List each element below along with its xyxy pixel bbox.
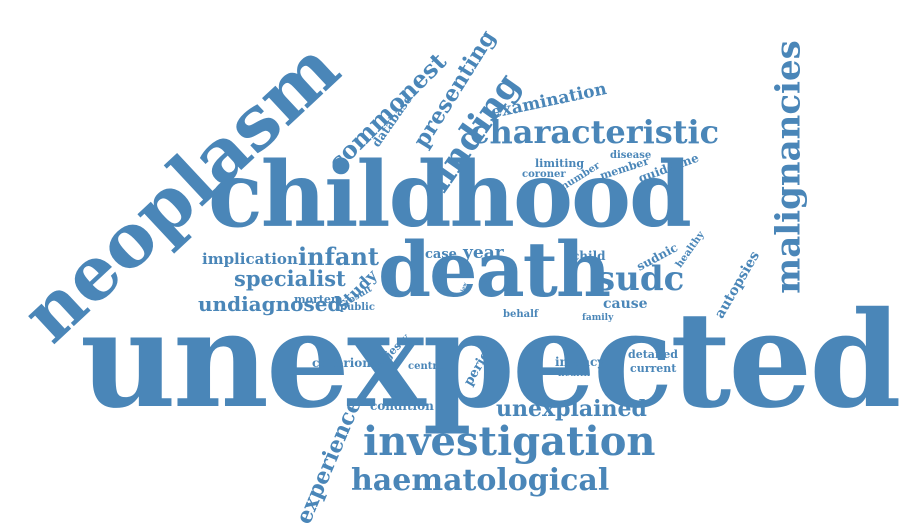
word-unexpected: unexpected — [80, 283, 900, 438]
word-child: child — [572, 249, 606, 263]
word-behalf: behalf — [503, 309, 539, 320]
word-implication: implication — [202, 250, 298, 268]
word-infancy: infancy — [555, 355, 605, 369]
word-mortem: mortem — [294, 293, 343, 306]
word-centre: centre — [408, 361, 444, 372]
word-unexplained: unexplained — [496, 396, 647, 422]
word-death: death — [378, 225, 611, 314]
word-haematological: haematological — [351, 463, 610, 498]
word-case: case — [425, 247, 457, 262]
word-detailed: detailed — [628, 348, 678, 361]
word-cause: cause — [603, 296, 648, 312]
word-malignancies: malignancies — [768, 40, 809, 294]
word-childhood: childhood — [208, 142, 692, 248]
word-health: health — [558, 369, 591, 379]
word-specialist: specialist — [234, 266, 346, 291]
word-investigation: investigation — [363, 418, 656, 465]
word-family: family — [582, 313, 614, 323]
word-criterion: criterion — [312, 356, 371, 370]
word-coroner: coroner — [522, 169, 566, 180]
word-current: current — [630, 362, 677, 375]
word-characteristic: characteristic — [470, 113, 720, 151]
word-infant: infant — [298, 242, 379, 271]
word-condition: condition — [370, 399, 434, 413]
word-limiting: limiting — [535, 157, 585, 170]
word-year: year — [463, 243, 504, 263]
word-public: public — [340, 302, 375, 313]
word-sudc: sudc — [596, 259, 685, 299]
word-disease: disease — [610, 150, 652, 161]
word-undiagnosed: undiagnosed — [198, 292, 342, 316]
